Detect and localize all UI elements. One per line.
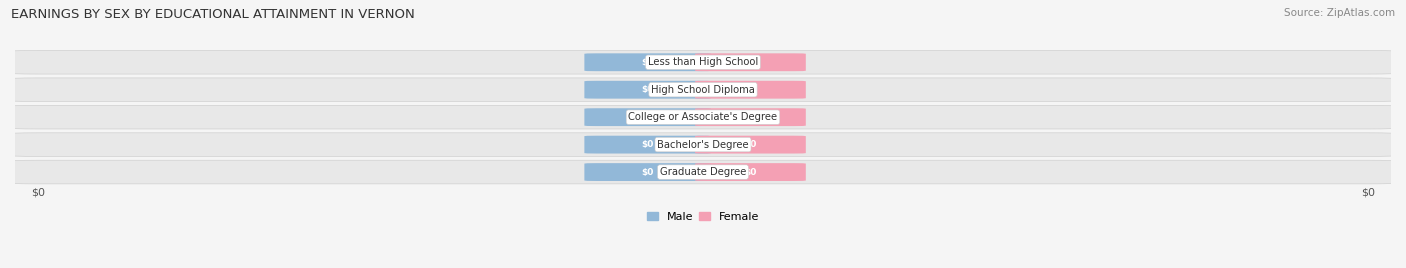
FancyBboxPatch shape [585,81,711,99]
FancyBboxPatch shape [695,108,806,126]
FancyBboxPatch shape [7,78,1399,102]
FancyBboxPatch shape [7,105,1399,129]
Text: $0: $0 [641,140,654,149]
FancyBboxPatch shape [695,81,806,99]
FancyBboxPatch shape [585,136,711,154]
Text: $0: $0 [641,113,654,122]
FancyBboxPatch shape [695,163,806,181]
Text: $0: $0 [744,58,756,67]
FancyBboxPatch shape [7,133,1399,157]
Text: $0: $0 [641,168,654,177]
Legend: Male, Female: Male, Female [643,207,763,226]
Text: Graduate Degree: Graduate Degree [659,167,747,177]
Text: $0: $0 [1361,187,1375,197]
Text: Source: ZipAtlas.com: Source: ZipAtlas.com [1284,8,1395,18]
Text: $0: $0 [744,168,756,177]
Text: $0: $0 [641,58,654,67]
FancyBboxPatch shape [585,163,711,181]
Text: College or Associate's Degree: College or Associate's Degree [628,112,778,122]
FancyBboxPatch shape [585,108,711,126]
Text: $0: $0 [641,85,654,94]
FancyBboxPatch shape [585,53,711,71]
Text: $0: $0 [31,187,45,197]
Text: High School Diploma: High School Diploma [651,85,755,95]
Text: EARNINGS BY SEX BY EDUCATIONAL ATTAINMENT IN VERNON: EARNINGS BY SEX BY EDUCATIONAL ATTAINMEN… [11,8,415,21]
FancyBboxPatch shape [695,136,806,154]
Text: $0: $0 [744,85,756,94]
Text: Less than High School: Less than High School [648,57,758,67]
FancyBboxPatch shape [7,50,1399,74]
FancyBboxPatch shape [695,53,806,71]
Text: Bachelor's Degree: Bachelor's Degree [657,140,749,150]
Text: $0: $0 [744,140,756,149]
FancyBboxPatch shape [7,160,1399,184]
Text: $0: $0 [744,113,756,122]
